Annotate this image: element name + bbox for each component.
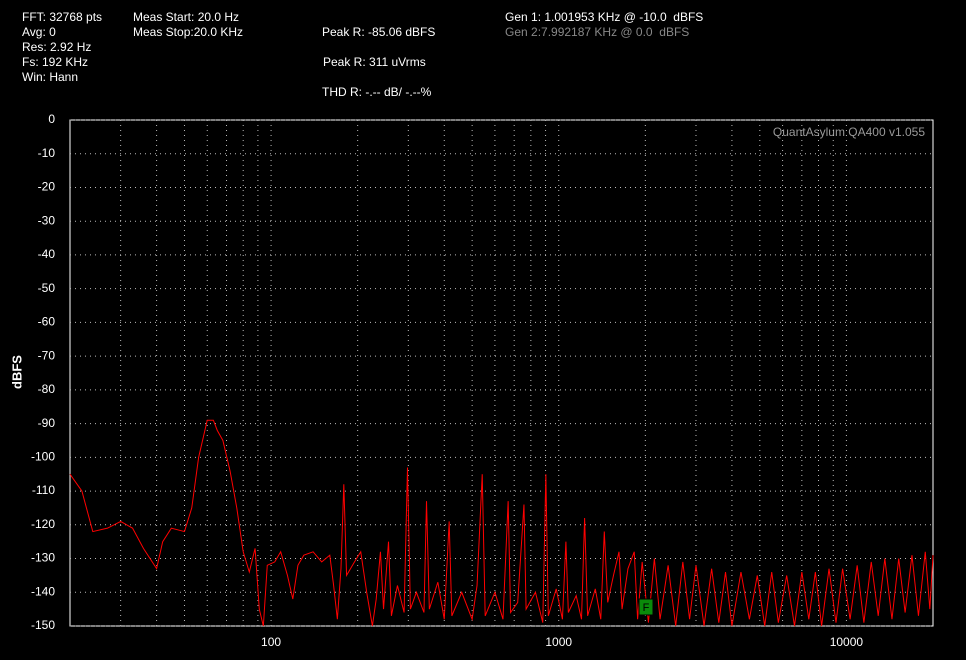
y-tick-label: -20 <box>38 180 56 194</box>
info-text: Win: Hann <box>22 70 78 84</box>
info-text: Meas Stop:20.0 KHz <box>133 25 243 39</box>
y-tick-label: -60 <box>38 315 56 329</box>
x-tick-label: 1000 <box>545 635 572 649</box>
y-tick-label: 0 <box>48 112 55 126</box>
watermark: QuantAsylum QA400 v1.055 <box>773 125 925 139</box>
spectrum-line <box>69 419 934 627</box>
info-text: Peak R: 311 uVrms <box>323 55 426 69</box>
marker-label: F <box>643 602 650 614</box>
plot-area <box>69 119 934 627</box>
marker-box <box>638 598 654 616</box>
y-tick-label: -80 <box>38 382 56 396</box>
y-tick-label: -30 <box>38 213 56 227</box>
generator-text: Gen 1: 1.001953 KHz @ -10.0 dBFS <box>505 10 703 24</box>
info-text: Res: 2.92 Hz <box>22 40 91 54</box>
x-tick-label: 100 <box>261 635 281 649</box>
y-tick-label: -140 <box>31 584 55 598</box>
y-tick-label: -70 <box>38 348 56 362</box>
generator-text: Gen 2:7.992187 KHz @ 0.0 dBFS <box>505 25 689 39</box>
info-text: FFT: 32768 pts <box>22 10 102 24</box>
info-text: Fs: 192 KHz <box>22 55 88 69</box>
info-text: Peak R: -85.06 dBFS <box>322 25 435 39</box>
y-tick-label: -110 <box>32 483 55 497</box>
info-text: THD R: -.-- dB/ -.--% <box>322 85 432 99</box>
y-tick-label: -90 <box>38 416 56 430</box>
y-tick-label: -40 <box>38 247 56 261</box>
y-tick-label: -150 <box>31 618 55 632</box>
x-tick-label: 10000 <box>830 635 864 649</box>
y-tick-label: -120 <box>31 517 55 531</box>
info-text: Avg: 0 <box>22 25 56 39</box>
info-text: Meas Start: 20.0 Hz <box>133 10 239 24</box>
y-tick-label: -130 <box>31 551 55 565</box>
plot-frame <box>69 119 934 627</box>
y-tick-label: -10 <box>38 146 56 160</box>
y-tick-label: -50 <box>38 281 56 295</box>
y-tick-label: -100 <box>31 450 55 464</box>
y-axis-label: dBFS <box>9 355 24 389</box>
